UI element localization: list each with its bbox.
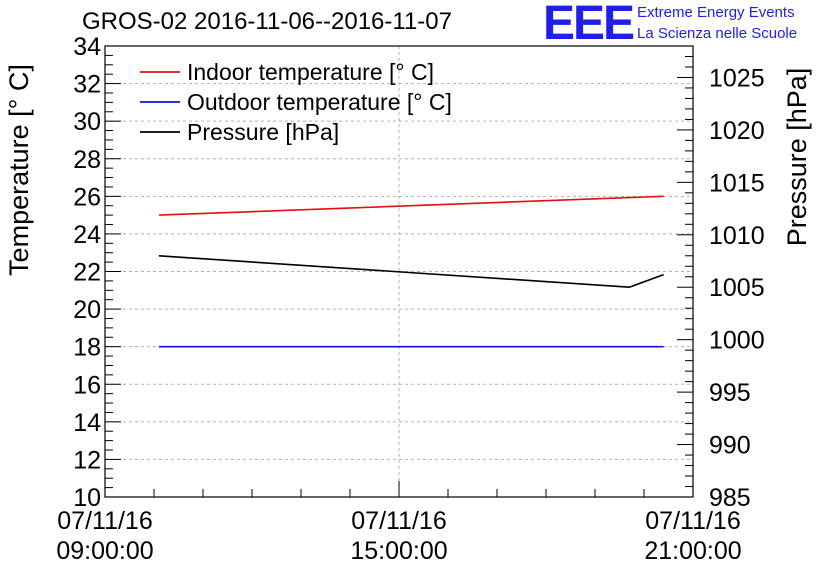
right-axis: 985 990 995 1000 1005 1010 1015 1020 1025 <box>677 45 765 512</box>
y-tick-label: 26 <box>73 183 101 211</box>
logo-text-line-2: La Scienza nelle Scuole <box>637 25 798 42</box>
y-tick-label: 32 <box>73 71 101 99</box>
x-axis: 07/11/1609:00:0007/11/1615:00:0007/11/16… <box>56 481 742 565</box>
series-line <box>158 255 664 289</box>
y2-tick-label: 1020 <box>709 117 765 145</box>
y-tick-label: 28 <box>73 146 101 174</box>
legend-label: Indoor temperature [° C] <box>187 59 434 85</box>
y-tick-label: 18 <box>73 334 101 362</box>
y2-tick-label: 1000 <box>709 327 765 355</box>
y2-tick-label: 1025 <box>709 64 765 92</box>
y-tick-label: 14 <box>73 409 101 437</box>
chart-title: GROS-02 2016-11-06--2016-11-07 <box>82 8 452 35</box>
series-lines <box>158 195 664 348</box>
logo-text-line-1: Extreme Energy Events <box>637 4 795 21</box>
legend-label: Outdoor temperature [° C] <box>187 89 452 115</box>
y2-tick-label: 1005 <box>709 274 765 302</box>
y-tick-label: 16 <box>73 371 101 399</box>
x-tick-time: 09:00:00 <box>56 537 153 565</box>
y-axis-label: Temperature [° C] <box>4 64 34 276</box>
series-line <box>158 195 664 216</box>
left-axis: 10 12 14 16 18 20 22 24 26 28 30 32 34 <box>73 33 121 512</box>
y-tick-label: 30 <box>73 108 101 136</box>
y-tick-label: 10 <box>73 484 101 512</box>
y2-tick-label: 985 <box>709 484 751 512</box>
x-tick-time: 21:00:00 <box>644 537 741 565</box>
legend-label: Pressure [hPa] <box>187 119 339 145</box>
y2-axis-label: Pressure [hPa] <box>782 68 812 247</box>
eee-logo: EEE <box>543 0 635 50</box>
y2-tick-label: 990 <box>709 432 751 460</box>
legend: Indoor temperature [° C] Outdoor temperat… <box>140 59 452 145</box>
x-tick-date: 07/11/16 <box>351 507 446 535</box>
y-tick-label: 20 <box>73 296 101 324</box>
y-tick-label: 12 <box>73 446 101 474</box>
x-tick-time: 15:00:00 <box>350 537 447 565</box>
y-tick-label: 24 <box>73 221 101 249</box>
y2-tick-label: 1010 <box>709 222 765 250</box>
y-tick-label: 34 <box>73 33 101 61</box>
y2-tick-label: 1015 <box>709 169 765 197</box>
y2-tick-label: 995 <box>709 379 751 407</box>
x-tick-date: 07/11/16 <box>645 507 740 535</box>
y-tick-label: 22 <box>73 259 101 287</box>
x-tick-date: 07/11/16 <box>57 507 152 535</box>
